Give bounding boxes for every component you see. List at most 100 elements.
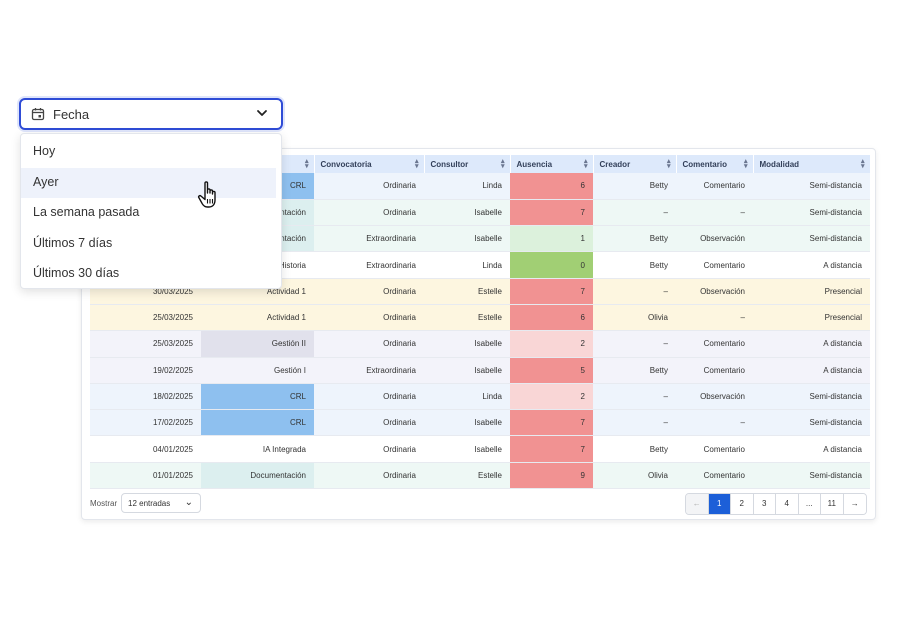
calendar-icon <box>31 108 45 121</box>
cell-consultor: Isabelle <box>424 435 510 463</box>
cell-fecha: 18/02/2025 <box>90 383 201 411</box>
table-row[interactable]: 01/01/2025 Documentación Ordinaria Estel… <box>90 462 870 490</box>
date-filter-menu: Hoy Ayer La semana pasada Últimos 7 días… <box>20 133 282 289</box>
cell-convocatoria: Ordinaria <box>314 383 424 411</box>
cell-consultor: Estelle <box>424 462 510 490</box>
col-header-creador[interactable]: Creador ▴ ▾ <box>593 155 677 173</box>
col-header-modalidad[interactable]: Modalidad ▴ ▾ <box>753 155 871 173</box>
cell-creador: Olivia <box>593 304 676 332</box>
table-row[interactable]: Historia Extraordinaria Linda 0 Betty Co… <box>90 251 870 279</box>
cell-convocatoria: Ordinaria <box>314 173 424 200</box>
page-button[interactable]: 3 <box>753 494 776 514</box>
next-page-button[interactable]: → <box>843 494 866 514</box>
sort-icon[interactable]: ▴ ▾ <box>743 158 748 170</box>
cell-convocatoria: Extraordinaria <box>314 251 424 279</box>
cell-creador: Betty <box>593 173 676 200</box>
cell-consultor: Isabelle <box>424 357 510 384</box>
page-button[interactable]: 11 <box>821 494 844 514</box>
cell-consultor: Isabelle <box>424 409 510 437</box>
cell-creador: – <box>593 199 676 227</box>
cell-convocatoria: Ordinaria <box>314 409 424 437</box>
cell-modalidad: A distancia <box>753 357 870 384</box>
cell-fecha: 25/03/2025 <box>90 330 201 358</box>
cell-consultor: Linda <box>424 173 510 200</box>
cell-fecha: 25/03/2025 <box>90 304 201 332</box>
cell-consultor: Isabelle <box>424 330 510 358</box>
cell-comentario: Comentario <box>676 251 753 279</box>
page-button[interactable]: 2 <box>731 494 754 514</box>
sort-icon[interactable]: ▴ ▾ <box>583 158 588 170</box>
menu-item-ultimos-30-dias[interactable]: Últimos 30 días <box>33 266 120 280</box>
cell-ausencia: 1 <box>510 225 593 253</box>
cell-programa: IA Integrada <box>201 435 314 463</box>
cell-fecha: 17/02/2025 <box>90 409 201 437</box>
hand-cursor-icon <box>197 181 216 208</box>
cell-consultor: Estelle <box>424 304 510 332</box>
cell-consultor: Linda <box>424 383 510 411</box>
cell-convocatoria: Extraordinaria <box>314 357 424 384</box>
cell-comentario: Comentario <box>676 173 753 200</box>
sort-icon[interactable]: ▴ ▾ <box>860 158 865 170</box>
cell-consultor: Linda <box>424 251 510 279</box>
prev-page-button[interactable]: ← <box>686 494 709 514</box>
entries-select[interactable]: 12 entradas ⌄ <box>121 493 201 513</box>
cell-creador: – <box>593 409 676 437</box>
page-button[interactable]: 1 <box>708 494 731 514</box>
cell-convocatoria: Ordinaria <box>314 462 424 490</box>
cell-ausencia: 7 <box>510 199 593 227</box>
page-button[interactable]: 4 <box>776 494 799 514</box>
col-header-ausencia[interactable]: Ausencia ▴ ▾ <box>510 155 594 173</box>
data-table: ▴ ▾ Convocatoria ▴ ▾ Consultor ▴ ▾ Ausencia ▴ ▾… <box>90 155 871 490</box>
cell-fecha: 01/01/2025 <box>90 462 201 490</box>
cell-modalidad: A distancia <box>753 251 870 279</box>
cell-modalidad: Semi-distancia <box>753 409 870 437</box>
menu-item-ayer[interactable]: Ayer <box>21 167 276 198</box>
cell-comentario: Observación <box>676 383 753 411</box>
cell-creador: Betty <box>593 251 676 279</box>
sort-icon[interactable]: ▴ ▾ <box>500 158 505 170</box>
cell-programa: Documentación <box>201 462 314 490</box>
cell-ausencia: 2 <box>510 383 593 411</box>
cell-convocatoria: Ordinaria <box>314 435 424 463</box>
table-row[interactable]: 18/02/2025 CRL Ordinaria Linda 2 – Obser… <box>90 383 870 411</box>
cell-modalidad: Semi-distancia <box>753 462 870 490</box>
cell-creador: – <box>593 278 676 305</box>
table-row[interactable]: 25/03/2025 Actividad 1 Ordinaria Estelle… <box>90 304 870 332</box>
cell-ausencia: 0 <box>510 251 593 279</box>
menu-item-hoy[interactable]: Hoy <box>33 144 56 158</box>
cell-modalidad: Presencial <box>753 278 870 305</box>
sort-icon[interactable]: ▴ ▾ <box>414 158 419 170</box>
cell-creador: Betty <box>593 435 676 463</box>
cell-ausencia: 7 <box>510 278 593 305</box>
menu-item-semana-pasada[interactable]: La semana pasada <box>33 205 140 219</box>
cell-convocatoria: Ordinaria <box>314 278 424 305</box>
date-filter-select[interactable]: Fecha <box>19 98 283 130</box>
cell-consultor: Isabelle <box>424 225 510 253</box>
cell-modalidad: Presencial <box>753 304 870 332</box>
cell-comentario: Comentario <box>676 462 753 490</box>
cell-consultor: Estelle <box>424 278 510 305</box>
cell-fecha: 04/01/2025 <box>90 435 201 463</box>
cell-programa: CRL <box>201 383 314 411</box>
cell-modalidad: A distancia <box>753 330 870 358</box>
pagination: ← 1 2 3 4 ... 11 → <box>685 493 867 515</box>
table-row[interactable]: 25/03/2025 Gestión II Ordinaria Isabelle… <box>90 330 870 358</box>
cell-comentario: Comentario <box>676 330 753 358</box>
sort-icon[interactable]: ▴ ▾ <box>666 158 671 170</box>
cell-modalidad: Semi-distancia <box>753 173 870 200</box>
sort-icon[interactable]: ▴ ▾ <box>304 158 309 170</box>
cell-creador: Betty <box>593 357 676 384</box>
cell-modalidad: Semi-distancia <box>753 225 870 253</box>
menu-item-ultimos-7-dias[interactable]: Últimos 7 días <box>33 235 113 250</box>
table-row[interactable]: 19/02/2025 Gestión I Extraordinaria Isab… <box>90 357 870 384</box>
cell-convocatoria: Extraordinaria <box>314 225 424 253</box>
cell-comentario: Observación <box>676 225 753 253</box>
col-header-convocatoria[interactable]: Convocatoria ▴ ▾ <box>314 155 425 173</box>
chevron-down-icon <box>257 110 267 116</box>
table-row[interactable]: 17/02/2025 CRL Ordinaria Isabelle 7 – – … <box>90 409 870 437</box>
col-header-comentario[interactable]: Comentario ▴ ▾ <box>676 155 754 173</box>
cell-comentario: Comentario <box>676 357 753 384</box>
table-row[interactable]: 04/01/2025 IA Integrada Ordinaria Isabel… <box>90 435 870 463</box>
col-header-consultor[interactable]: Consultor ▴ ▾ <box>424 155 511 173</box>
chevron-down-icon: ⌄ <box>184 497 193 508</box>
